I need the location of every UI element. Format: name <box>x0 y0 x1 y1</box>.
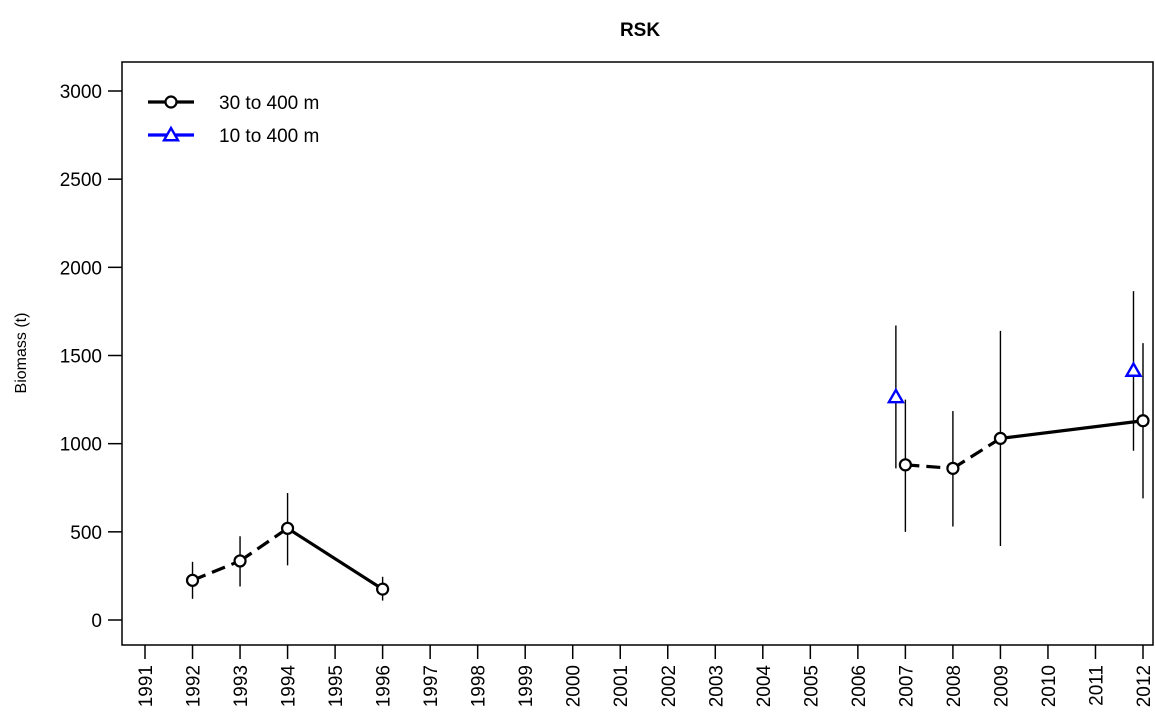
series-line <box>191 559 241 582</box>
data-point <box>886 387 905 404</box>
legend-label: 10 to 400 m <box>219 126 319 147</box>
data-point <box>185 573 200 587</box>
data-point <box>898 458 912 472</box>
y-tick-label: 1000 <box>60 435 102 456</box>
x-tick-label: 2002 <box>659 665 680 707</box>
series-line <box>1000 419 1144 440</box>
y-axis-title: Biomass (t) <box>13 313 30 394</box>
series-line <box>952 437 1002 470</box>
x-tick-label: 1992 <box>184 665 205 707</box>
x-tick-label: 2012 <box>1134 665 1155 707</box>
x-tick-label: 2004 <box>754 665 775 708</box>
x-tick-label: 2009 <box>991 665 1012 707</box>
data-point <box>946 461 960 475</box>
x-tick-label: 1995 <box>326 665 347 707</box>
x-tick-label: 1998 <box>469 665 490 707</box>
x-tick-label: 1994 <box>279 665 300 708</box>
legend-label: 30 to 400 m <box>219 93 319 114</box>
series-line <box>286 526 384 591</box>
x-tick-label: 1991 <box>136 665 157 707</box>
y-axis: 0 500 1000 1500 2000 2500 3000 <box>60 82 122 632</box>
plot-area <box>185 291 1150 601</box>
data-point <box>993 431 1008 445</box>
data-point <box>1124 361 1143 377</box>
x-tick-label: 2003 <box>706 665 727 707</box>
chart-title: RSK <box>620 20 660 41</box>
x-tick-label: 1997 <box>421 665 442 707</box>
x-tick-label: 2005 <box>801 665 822 707</box>
y-tick-label: 2500 <box>60 170 102 191</box>
legend-marker <box>164 95 178 109</box>
x-tick-label: 1996 <box>374 665 395 707</box>
series-line <box>905 463 954 470</box>
x-tick-label: 2008 <box>944 665 965 707</box>
series-line <box>239 526 289 563</box>
data-point <box>280 521 295 535</box>
plot-frame <box>121 61 1154 646</box>
data-point <box>1136 414 1150 428</box>
data-point <box>233 554 247 568</box>
y-tick-label: 0 <box>91 611 102 632</box>
legend-marker <box>161 125 181 142</box>
y-tick-label: 2000 <box>60 258 102 279</box>
y-tick-label: 500 <box>70 523 102 544</box>
data-point <box>376 582 390 596</box>
x-tick-label: 2010 <box>1039 665 1060 707</box>
x-tick-label: 1999 <box>516 665 537 707</box>
x-tick-label: 1993 <box>231 665 252 707</box>
x-tick-label: 2006 <box>849 665 870 707</box>
x-axis: 1991 1992 1993 1994 1995 1996 1997 1998 1999 2000… <box>136 645 1155 707</box>
x-tick-label: 2000 <box>564 665 585 707</box>
y-tick-label: 3000 <box>60 82 102 103</box>
x-tick-label: 2001 <box>611 665 632 707</box>
x-tick-label: 2007 <box>896 665 917 707</box>
x-tick-label: 2011 <box>1086 665 1107 706</box>
y-tick-label: 1500 <box>60 347 102 368</box>
legend: 30 to 400 m 10 to 400 m <box>148 93 319 147</box>
